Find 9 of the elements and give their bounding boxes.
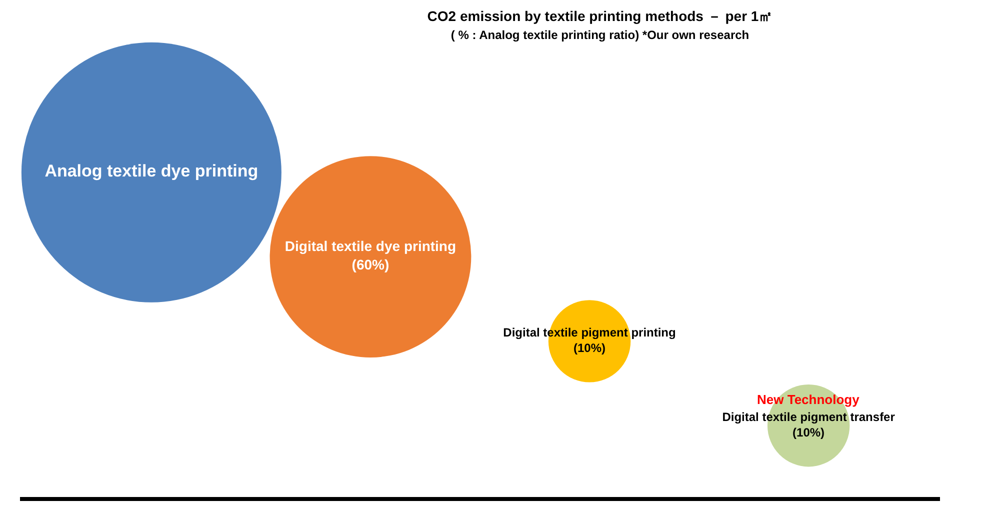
data-label: (10%)	[792, 425, 825, 440]
text: ( % : Analog textile printing ratio) *Our own research	[450, 28, 750, 42]
text: New Technology	[757, 392, 860, 407]
category-label: Digital textile dye printing	[284, 238, 456, 254]
category-label: Analog textile dye printing	[44, 162, 258, 181]
category-label: Digital textile pigment transfer	[722, 410, 896, 424]
text: CO2 emission by textile printing methods － per 1㎡	[427, 8, 773, 24]
data-label: (60%)	[352, 256, 390, 272]
data-label: (10%)	[574, 340, 606, 355]
